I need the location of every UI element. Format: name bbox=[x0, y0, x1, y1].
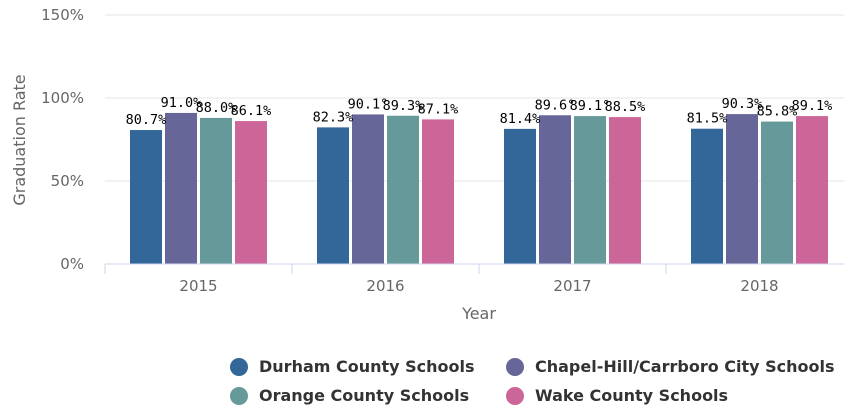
bar[interactable] bbox=[761, 121, 793, 265]
y-axis-title: Graduation Rate bbox=[10, 74, 29, 205]
bar[interactable] bbox=[317, 127, 349, 264]
y-tick-label: 100% bbox=[41, 89, 84, 107]
x-axis-title: Year bbox=[461, 304, 496, 323]
data-label: 89.1° bbox=[570, 98, 611, 114]
x-tick-label: 2015 bbox=[179, 277, 217, 295]
data-label: 82.3% bbox=[313, 109, 354, 125]
data-label: 91.0% bbox=[161, 95, 202, 111]
legend-label-durham: Durham County Schools bbox=[259, 357, 475, 376]
bar[interactable] bbox=[165, 112, 197, 264]
data-label: 88.0% bbox=[196, 100, 237, 116]
bars bbox=[130, 112, 828, 265]
bar[interactable] bbox=[609, 117, 641, 264]
x-tick-label: 2018 bbox=[740, 277, 778, 295]
x-tick-label: 2017 bbox=[553, 277, 591, 295]
data-label: 90.3% bbox=[722, 96, 763, 112]
legend-label-orange: Orange County Schools bbox=[259, 386, 470, 405]
data-label: 89.6° bbox=[535, 97, 576, 113]
bar[interactable] bbox=[504, 128, 536, 264]
legend-item-durham[interactable]: Durham County Schools bbox=[230, 357, 475, 376]
x-tick-label: 2016 bbox=[366, 277, 404, 295]
y-tick-label: 150% bbox=[41, 6, 84, 24]
axes: 0% 50% 100% 150% 2015 2016 2017 2018 bbox=[41, 6, 844, 295]
bar[interactable] bbox=[539, 115, 571, 264]
bar[interactable] bbox=[387, 115, 419, 265]
data-label: 89.1% bbox=[792, 98, 833, 114]
bar[interactable] bbox=[574, 116, 606, 265]
bar[interactable] bbox=[796, 116, 828, 265]
data-label: 87.1% bbox=[418, 101, 459, 117]
bar[interactable] bbox=[691, 128, 723, 264]
data-label: 90.1° bbox=[348, 96, 389, 112]
bar[interactable] bbox=[352, 114, 384, 265]
y-tick-label: 50% bbox=[51, 172, 84, 190]
data-label: 88.5% bbox=[605, 99, 646, 115]
legend-item-chapel-hill[interactable]: Chapel-Hill/Carrboro City Schools bbox=[506, 357, 835, 376]
legend-marker-durham bbox=[230, 357, 248, 376]
legend-label-chapel-hill: Chapel-Hill/Carrboro City Schools bbox=[535, 357, 835, 376]
data-label: 89.3% bbox=[383, 98, 424, 114]
data-label: 81.4% bbox=[500, 111, 541, 127]
legend-marker-wake bbox=[506, 386, 524, 405]
data-labels: 80.7%91.0%88.0%86.1% 82.3%90.1°89.3%87.1%… bbox=[126, 95, 833, 128]
data-label: 81.5% bbox=[687, 111, 728, 127]
bar[interactable] bbox=[422, 119, 454, 264]
legend-marker-orange bbox=[230, 386, 248, 405]
legend-label-wake: Wake County Schools bbox=[535, 386, 729, 405]
data-label: 80.7% bbox=[126, 112, 167, 128]
bar[interactable] bbox=[200, 117, 232, 264]
y-tick-label: 0% bbox=[60, 255, 84, 273]
bar[interactable] bbox=[130, 130, 162, 264]
legend-item-orange[interactable]: Orange County Schools bbox=[230, 386, 469, 405]
data-label: 86.1% bbox=[231, 103, 272, 119]
bar[interactable] bbox=[235, 121, 267, 264]
legend-item-wake[interactable]: Wake County Schools bbox=[506, 386, 728, 405]
data-label: 85.8% bbox=[757, 104, 798, 120]
legend-marker-chapel-hill bbox=[506, 357, 524, 376]
bar[interactable] bbox=[726, 114, 758, 265]
